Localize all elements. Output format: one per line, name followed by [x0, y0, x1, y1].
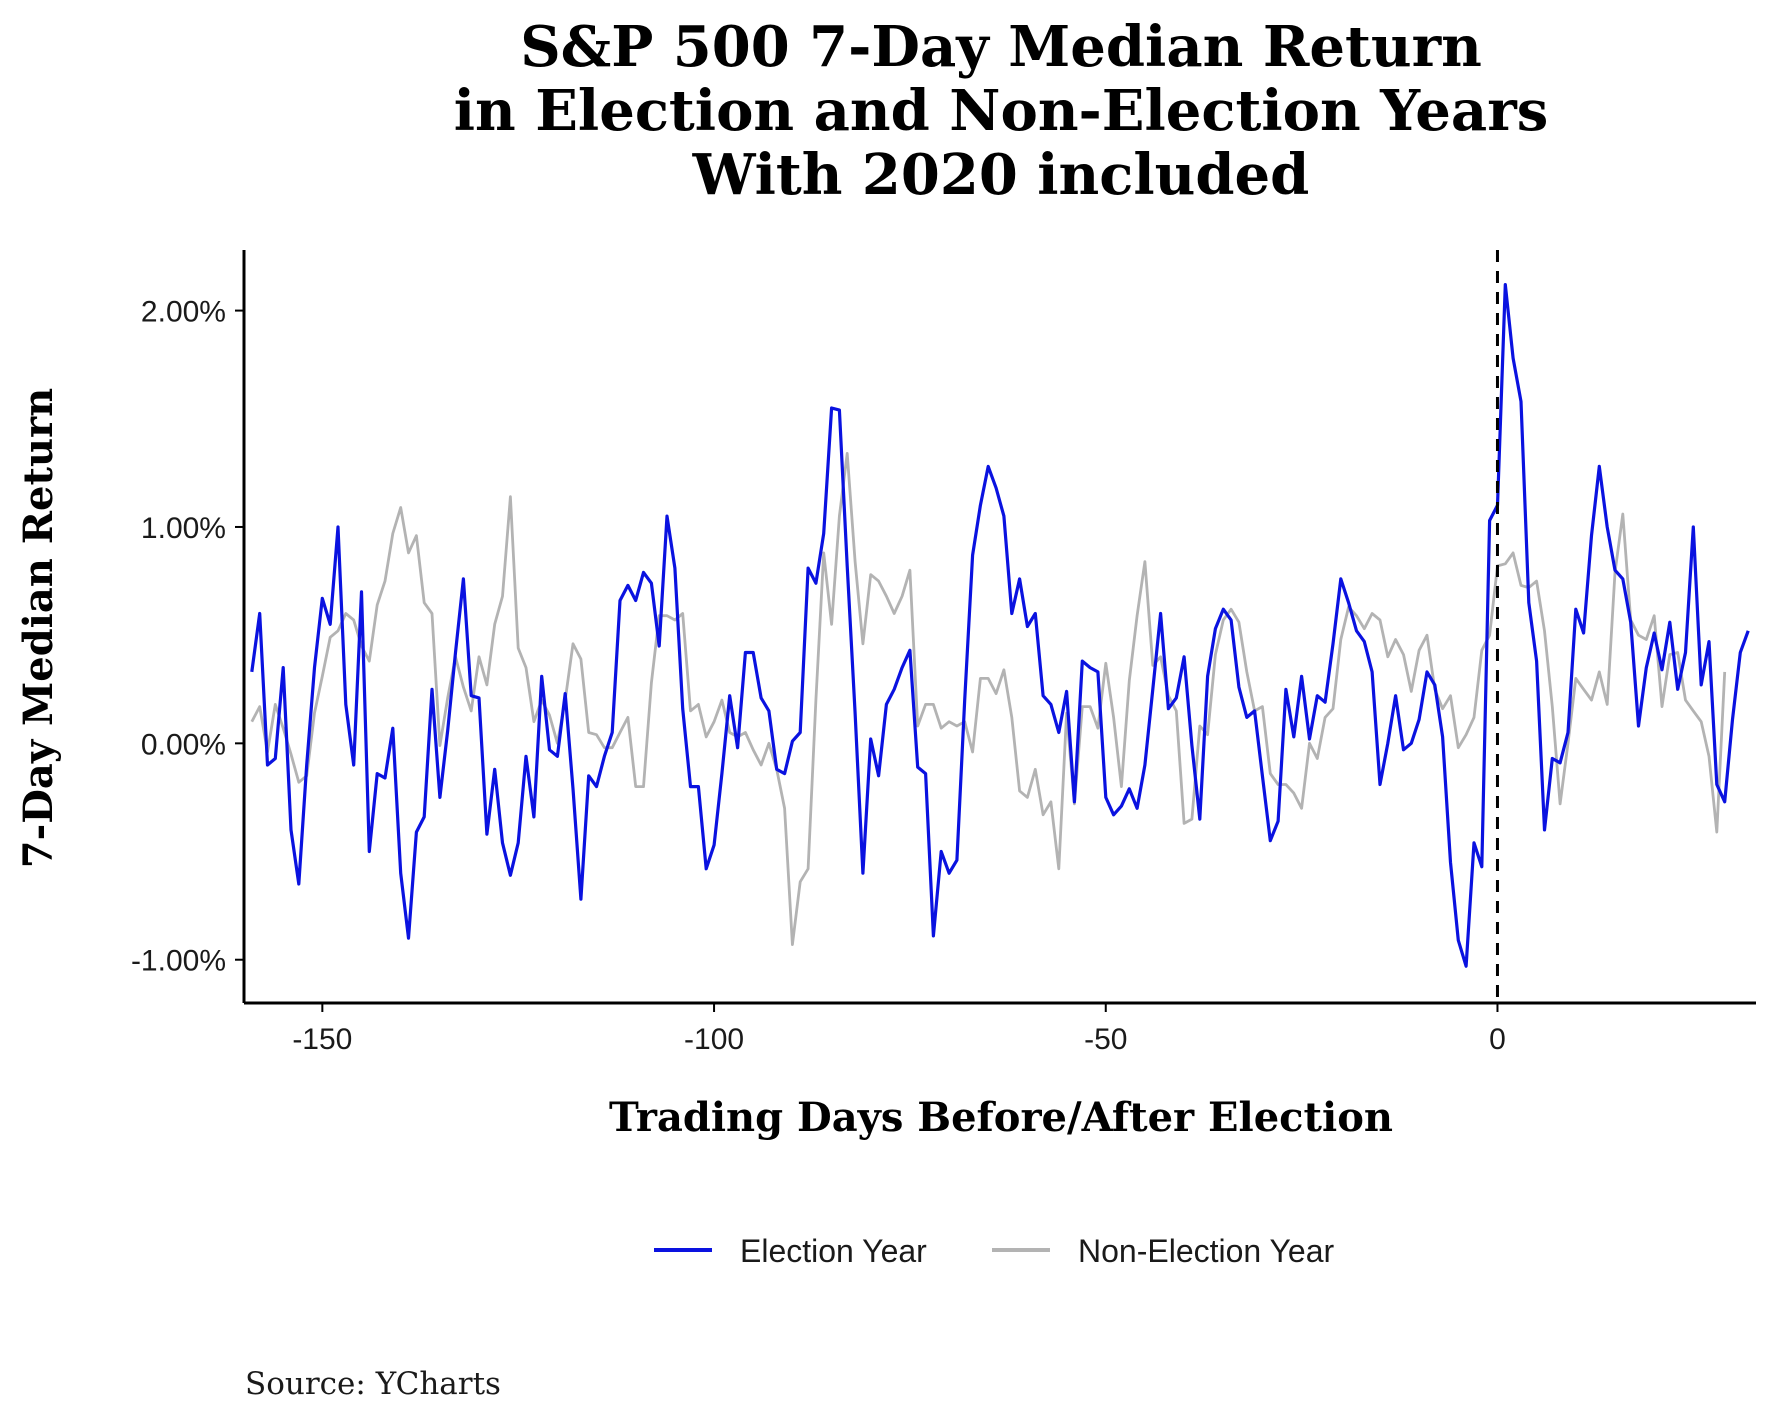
source-note: Source: YCharts: [245, 1366, 501, 1402]
x-tick-label: 0: [1489, 1023, 1506, 1056]
chart-title: S&P 500 7-Day Median Return in Election …: [454, 14, 1548, 208]
chart-title-line-1: S&P 500 7-Day Median Return: [520, 14, 1482, 80]
x-tick-label: -150: [292, 1023, 352, 1056]
chart-title-line-3: With 2020 included: [692, 142, 1310, 208]
y-tick-label: 2.00%: [141, 296, 226, 329]
x-axis-title: Trading Days Before/After Election: [609, 1094, 1393, 1141]
legend: Election Year Non-Election Year: [654, 1233, 1335, 1269]
y-tick-label: -1.00%: [131, 945, 226, 978]
x-tick-label: -100: [684, 1023, 744, 1056]
legend-label-non-election-year: Non-Election Year: [1078, 1233, 1335, 1269]
y-tick-label: 1.00%: [141, 512, 226, 545]
plot-area: [250, 250, 1750, 1003]
legend-label-election-year: Election Year: [740, 1233, 927, 1269]
y-tick-label: 0.00%: [141, 728, 226, 761]
series-line-non-election-year: [250, 451, 1727, 946]
y-axis-title: 7-Day Median Return: [15, 388, 62, 868]
chart-title-line-2: in Election and Non-Election Years: [454, 78, 1548, 144]
x-axis-ticks: -150 -100 -50 0: [292, 1003, 1506, 1056]
x-tick-label: -50: [1084, 1023, 1127, 1056]
